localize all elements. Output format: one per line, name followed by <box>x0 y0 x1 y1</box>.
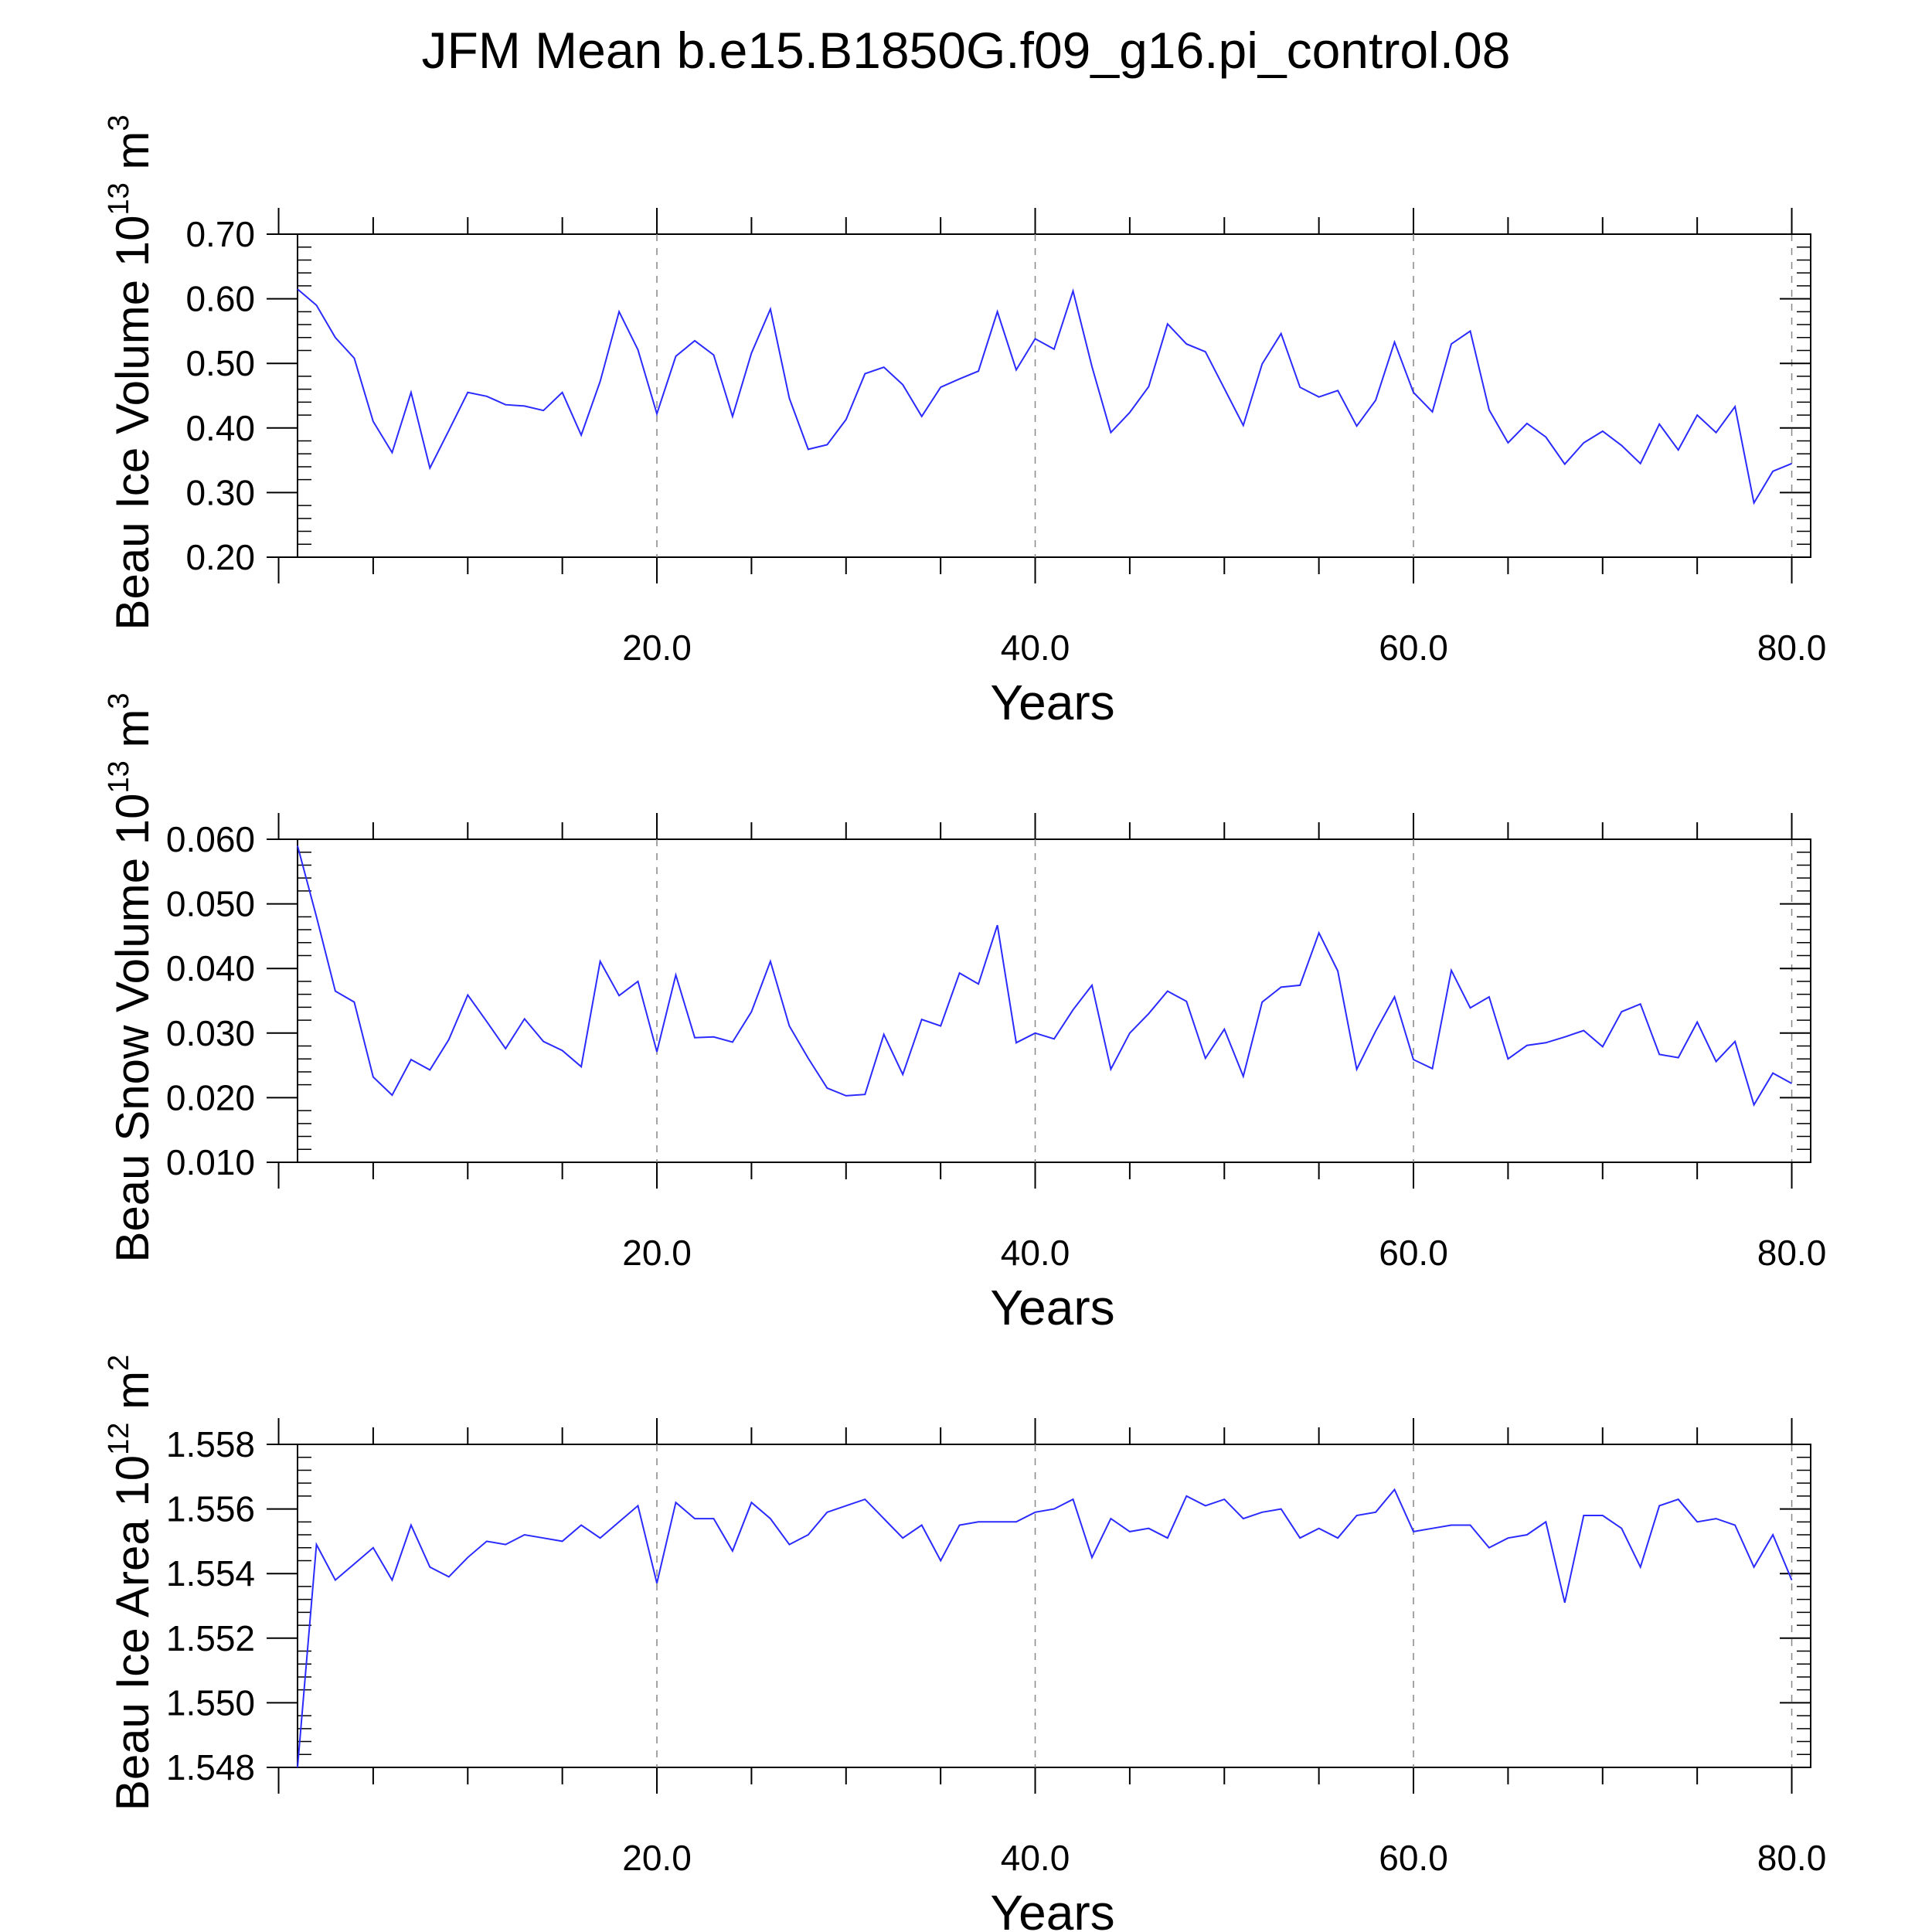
panels-container: 20.0 40.0 60.0 80.0 0.20 0.30 0.40 0.50 0.60 0.70… <box>103 114 1826 1932</box>
x-tick-label: 60.0 <box>1379 1233 1448 1273</box>
series-line-beau-ice-volume <box>297 287 1792 505</box>
x-axis-label: Years <box>990 1885 1114 1932</box>
series-line-beau-snow-volume <box>297 845 1792 1107</box>
y-tick-label: 0.70 <box>185 214 255 254</box>
y-tick-label: 0.040 <box>166 948 255 988</box>
y-tick-label: 0.010 <box>166 1142 255 1182</box>
x-tick-label: 80.0 <box>1757 628 1827 668</box>
chart-panel-1: 20.0 40.0 60.0 80.0 0.20 0.30 0.40 0.50 0.60 0.70… <box>103 114 1826 730</box>
chart-panel-3: 20.0 40.0 60.0 80.0 1.548 1.550 1.552 1.554 1.55… <box>103 1355 1826 1932</box>
x-tick-label: 60.0 <box>1379 628 1448 668</box>
y-axis-label: Beau Ice Area 1012 m2 <box>103 1355 158 1811</box>
x-axis-label: Years <box>990 675 1114 730</box>
x-tick-label: 60.0 <box>1379 1838 1448 1878</box>
plot-frame <box>297 1444 1811 1768</box>
x-tick-label: 20.0 <box>622 1233 692 1273</box>
y-tick-label: 0.050 <box>166 884 255 924</box>
y-tick-label: 1.554 <box>166 1553 255 1594</box>
x-tick-label: 20.0 <box>622 1838 692 1878</box>
y-tick-label: 0.020 <box>166 1077 255 1117</box>
chart-panel-2: 20.0 40.0 60.0 80.0 0.010 0.020 0.030 0.040 0.05… <box>103 692 1826 1335</box>
y-tick-label: 1.552 <box>166 1618 255 1658</box>
x-tick-label: 40.0 <box>1001 628 1070 668</box>
x-tick-label: 40.0 <box>1001 1233 1070 1273</box>
x-tick-label: 20.0 <box>622 628 692 668</box>
plot-frame <box>297 233 1811 558</box>
y-tick-label: 1.556 <box>166 1489 255 1529</box>
x-tick-label: 80.0 <box>1757 1838 1827 1878</box>
y-tick-label: 0.50 <box>185 343 255 383</box>
x-tick-label: 80.0 <box>1757 1233 1827 1273</box>
y-tick-label: 0.20 <box>185 537 255 577</box>
y-tick-label: 0.030 <box>166 1013 255 1053</box>
y-tick-label: 1.548 <box>166 1747 255 1787</box>
plot-frame <box>297 838 1811 1163</box>
y-tick-label: 0.60 <box>185 279 255 319</box>
figure-title: JFM Mean b.e15.B1850G.f09_g16.pi_control… <box>422 22 1511 79</box>
y-tick-label: 1.550 <box>166 1682 255 1723</box>
y-tick-label: 0.40 <box>185 408 255 448</box>
y-tick-label: 1.558 <box>166 1424 255 1464</box>
x-axis-label: Years <box>990 1280 1114 1335</box>
series-line-beau-ice-area <box>297 1488 1793 1768</box>
y-axis-label: Beau Ice Volume 1013 m3 <box>103 114 158 630</box>
y-tick-label: 0.30 <box>185 472 255 512</box>
y-axis-label: Beau Snow Volume 1013 m3 <box>103 692 158 1262</box>
x-tick-label: 40.0 <box>1001 1838 1070 1878</box>
y-tick-label: 0.060 <box>166 819 255 859</box>
